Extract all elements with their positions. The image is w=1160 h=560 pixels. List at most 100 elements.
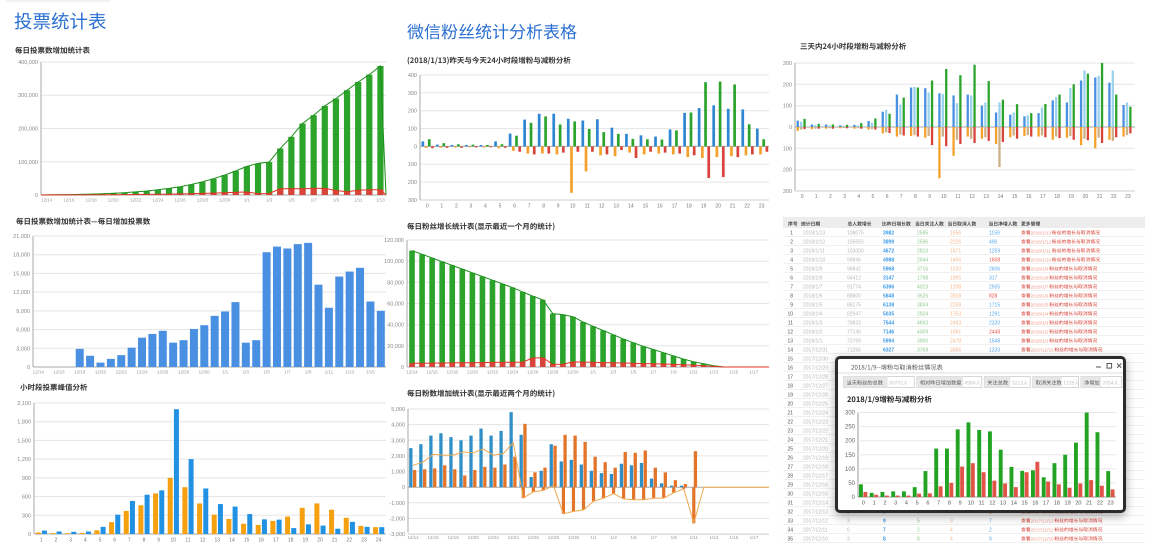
svg-text:0: 0 (35, 193, 38, 199)
svg-text:5968: 5968 (883, 266, 894, 272)
svg-text:12: 12 (989, 501, 995, 507)
svg-text:120,000: 120,000 (384, 238, 404, 244)
svg-text:12/22: 12/22 (488, 535, 500, 540)
svg-text:1208: 1208 (950, 284, 961, 290)
svg-text:4672: 4672 (883, 248, 894, 254)
svg-text:12/20: 12/20 (95, 370, 107, 375)
svg-text:2017/12/18: 2017/12/18 (803, 464, 828, 470)
svg-text:4693: 4693 (917, 320, 928, 326)
svg-text:3: 3 (843, 194, 846, 200)
svg-text:2: 2 (883, 501, 886, 507)
svg-text:2018/1/1: 2018/1/1 (803, 338, 823, 344)
svg-text:12/24: 12/24 (152, 198, 164, 203)
svg-text:2017/12/12: 2017/12/12 (803, 518, 828, 524)
svg-text:17: 17 (787, 374, 793, 380)
svg-text:9: 9 (790, 302, 793, 308)
svg-text:4: 4 (84, 538, 87, 544)
svg-text:23: 23 (1125, 194, 1131, 200)
svg-text:1/7: 1/7 (284, 370, 291, 375)
svg-text:12/14: 12/14 (406, 370, 418, 375)
svg-text:400: 400 (408, 73, 417, 79)
svg-text:105650: 105650 (847, 239, 864, 245)
svg-text:100: 100 (845, 467, 856, 473)
svg-text:2017/12/24: 2017/12/24 (803, 410, 828, 416)
svg-text:200: 200 (408, 180, 417, 186)
svg-text:2017/12/30: 2017/12/30 (803, 356, 828, 362)
svg-text:3: 3 (894, 501, 897, 507)
svg-text:21: 21 (332, 538, 338, 544)
svg-text:15: 15 (643, 204, 649, 210)
svg-text:91774: 91774 (847, 284, 861, 290)
svg-text:2818: 2818 (950, 293, 961, 299)
svg-text:20: 20 (715, 204, 721, 210)
svg-text:18,000: 18,000 (13, 253, 30, 259)
svg-text:1/15: 1/15 (729, 370, 738, 375)
svg-text:100: 100 (783, 146, 792, 152)
svg-text:12/20: 12/20 (467, 370, 479, 375)
svg-text:77149: 77149 (847, 329, 861, 335)
svg-text:1/17: 1/17 (750, 370, 759, 375)
svg-text:94412: 94412 (847, 275, 861, 281)
svg-text:0: 0 (28, 532, 31, 538)
svg-text:7544: 7544 (883, 320, 894, 326)
svg-text:1/1: 1/1 (244, 198, 251, 203)
svg-text:12/22: 12/22 (130, 198, 142, 203)
svg-text:16: 16 (787, 365, 793, 371)
svg-text:24: 24 (787, 437, 793, 443)
svg-text:2018/1/4: 2018/1/4 (803, 311, 823, 317)
svg-text:100,000: 100,000 (18, 160, 38, 166)
svg-text:12/20: 12/20 (108, 198, 120, 203)
svg-text:300,000: 300,000 (18, 93, 38, 99)
svg-text:2810: 2810 (917, 248, 928, 254)
svg-text:5: 5 (499, 204, 502, 210)
svg-text:14: 14 (787, 347, 793, 353)
svg-text:19: 19 (787, 392, 793, 398)
svg-text:2606: 2606 (989, 266, 1000, 272)
svg-text:2320: 2320 (989, 320, 1000, 326)
svg-text:1259: 1259 (989, 248, 1000, 254)
svg-text:12/18: 12/18 (74, 370, 86, 375)
svg-text:2018/1/13: 2018/1/13 (803, 230, 825, 236)
svg-text:12/16: 12/16 (53, 370, 65, 375)
svg-text:12/24: 12/24 (507, 370, 519, 375)
svg-text:12/20: 12/20 (468, 535, 480, 540)
svg-text:5: 5 (916, 501, 919, 507)
svg-text:1/13: 1/13 (376, 198, 385, 203)
svg-text:2,000: 2,000 (391, 454, 405, 460)
svg-text:20: 20 (1075, 501, 1081, 507)
svg-text:1/7: 1/7 (311, 198, 318, 203)
svg-text:12/28: 12/28 (547, 370, 559, 375)
svg-text:29: 29 (787, 482, 793, 488)
svg-text:3716: 3716 (917, 266, 928, 272)
svg-text:-2,000: -2,000 (389, 517, 405, 523)
svg-text:3,000: 3,000 (391, 438, 405, 444)
svg-text:16: 16 (1032, 501, 1038, 507)
svg-text:14: 14 (1011, 501, 1017, 507)
svg-text:3906: 3906 (917, 338, 928, 344)
svg-text:22: 22 (1111, 194, 1117, 200)
svg-text:18: 18 (288, 538, 294, 544)
svg-text:1798: 1798 (917, 275, 928, 281)
svg-text:12/16: 12/16 (63, 198, 75, 203)
svg-text:2: 2 (55, 538, 58, 544)
svg-text:300: 300 (22, 513, 31, 519)
svg-text:200,000: 200,000 (18, 127, 38, 133)
svg-text:3: 3 (847, 536, 850, 542)
svg-text:1456: 1456 (950, 257, 961, 263)
svg-text:1671: 1671 (950, 248, 961, 254)
svg-text:900: 900 (22, 476, 31, 482)
svg-text:12: 12 (599, 204, 605, 210)
svg-text:2018/1/6: 2018/1/6 (803, 293, 823, 299)
svg-text:1/5: 1/5 (288, 198, 295, 203)
svg-text:17: 17 (273, 538, 279, 544)
svg-text:2239: 2239 (950, 302, 961, 308)
svg-text:9: 9 (157, 538, 160, 544)
svg-text:400,000: 400,000 (18, 60, 38, 66)
svg-text:2: 2 (790, 239, 793, 245)
svg-text:2017/12/27: 2017/12/27 (803, 383, 828, 389)
svg-text:2018/1/1: 2018/1/1 (1031, 338, 1049, 343)
svg-text:8: 8 (883, 536, 886, 542)
svg-text:2017/12/22: 2017/12/22 (803, 428, 828, 434)
svg-text:18: 18 (686, 204, 692, 210)
svg-text:2: 2 (989, 527, 992, 533)
